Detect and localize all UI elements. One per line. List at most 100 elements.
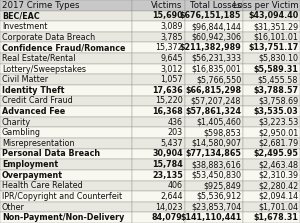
- Bar: [132, 11, 184, 21]
- Text: Charity: Charity: [2, 118, 31, 127]
- Text: $5,536,912: $5,536,912: [196, 192, 241, 201]
- Bar: [0, 149, 132, 159]
- Text: $3,758.69: $3,758.69: [258, 96, 298, 105]
- Text: 3,089: 3,089: [160, 22, 183, 31]
- Text: 15,220: 15,220: [155, 96, 183, 105]
- Bar: [243, 149, 300, 159]
- Text: 436: 436: [168, 118, 183, 127]
- Bar: [184, 181, 243, 191]
- Text: Credit Card Fraud: Credit Card Fraud: [2, 96, 73, 105]
- Bar: [0, 159, 132, 170]
- Text: Advanced Fee: Advanced Fee: [2, 107, 65, 116]
- Text: 2017 Crime Types: 2017 Crime Types: [2, 1, 79, 10]
- Bar: [132, 0, 184, 11]
- Bar: [132, 53, 184, 64]
- Bar: [243, 96, 300, 106]
- Bar: [184, 42, 243, 53]
- Text: $2,280.42: $2,280.42: [258, 181, 298, 190]
- Bar: [132, 32, 184, 42]
- Bar: [132, 127, 184, 138]
- Bar: [0, 181, 132, 191]
- Text: $23,853,704: $23,853,704: [191, 202, 241, 212]
- Text: $57,861,324: $57,861,324: [185, 107, 241, 116]
- Text: 1,057: 1,057: [160, 75, 183, 84]
- Bar: [132, 149, 184, 159]
- Bar: [243, 0, 300, 11]
- Bar: [0, 117, 132, 127]
- Text: $141,110,441: $141,110,441: [180, 213, 241, 222]
- Bar: [0, 85, 132, 96]
- Bar: [132, 191, 184, 202]
- Text: 15,784: 15,784: [152, 160, 183, 169]
- Text: $3,788.57: $3,788.57: [253, 86, 298, 95]
- Text: 3,785: 3,785: [160, 33, 183, 42]
- Text: $57,207,248: $57,207,248: [191, 96, 241, 105]
- Bar: [132, 138, 184, 149]
- Text: 17,636: 17,636: [152, 86, 183, 95]
- Text: Corporate Data Breach: Corporate Data Breach: [2, 33, 95, 42]
- Bar: [0, 42, 132, 53]
- Bar: [243, 170, 300, 181]
- Text: $2,310.39: $2,310.39: [258, 171, 298, 180]
- Bar: [243, 117, 300, 127]
- Text: Total Losses: Total Losses: [190, 1, 241, 10]
- Bar: [0, 138, 132, 149]
- Text: $5,455.58: $5,455.58: [258, 75, 298, 84]
- Bar: [0, 106, 132, 117]
- Bar: [184, 21, 243, 32]
- Bar: [0, 64, 132, 74]
- Bar: [243, 42, 300, 53]
- Text: Health Care Related: Health Care Related: [2, 181, 82, 190]
- Bar: [184, 138, 243, 149]
- Bar: [184, 74, 243, 85]
- Bar: [132, 117, 184, 127]
- Bar: [243, 127, 300, 138]
- Text: $66,815,298: $66,815,298: [185, 86, 241, 95]
- Bar: [132, 202, 184, 212]
- Bar: [0, 11, 132, 21]
- Text: $1,405,460: $1,405,460: [196, 118, 241, 127]
- Text: 30,904: 30,904: [152, 149, 183, 159]
- Bar: [243, 53, 300, 64]
- Text: $5,589.31: $5,589.31: [253, 64, 298, 74]
- Bar: [243, 106, 300, 117]
- Text: Overpayment: Overpayment: [2, 171, 63, 180]
- Text: 9,645: 9,645: [160, 54, 183, 63]
- Bar: [243, 74, 300, 85]
- Bar: [132, 96, 184, 106]
- Text: $2,094.14: $2,094.14: [258, 192, 298, 201]
- Bar: [184, 149, 243, 159]
- Bar: [184, 127, 243, 138]
- Text: 15,690: 15,690: [152, 11, 183, 21]
- Text: $14,580,907: $14,580,907: [191, 139, 241, 148]
- Bar: [132, 181, 184, 191]
- Text: $43,094.40: $43,094.40: [248, 11, 298, 21]
- Bar: [243, 64, 300, 74]
- Text: Real Estate/Rental: Real Estate/Rental: [2, 54, 75, 63]
- Text: Victims: Victims: [151, 1, 183, 10]
- Bar: [0, 32, 132, 42]
- Text: 2,644: 2,644: [160, 192, 183, 201]
- Text: $2,463.48: $2,463.48: [258, 160, 298, 169]
- Bar: [184, 202, 243, 212]
- Bar: [132, 64, 184, 74]
- Bar: [132, 159, 184, 170]
- Text: Non-Payment/Non-Delivery: Non-Payment/Non-Delivery: [2, 213, 124, 222]
- Bar: [184, 170, 243, 181]
- Text: $925,849: $925,849: [203, 181, 241, 190]
- Text: $16,835,001: $16,835,001: [191, 64, 241, 74]
- Text: $2,495.95: $2,495.95: [253, 149, 298, 159]
- Bar: [0, 21, 132, 32]
- Text: Lottery/Sweepstakes: Lottery/Sweepstakes: [2, 64, 86, 74]
- Text: $13,751.17: $13,751.17: [248, 43, 298, 52]
- Bar: [184, 117, 243, 127]
- Bar: [184, 191, 243, 202]
- Text: 23,135: 23,135: [152, 171, 183, 180]
- Bar: [0, 212, 132, 223]
- Bar: [243, 138, 300, 149]
- Text: $77,134,865: $77,134,865: [185, 149, 241, 159]
- Text: Confidence Fraud/Romance: Confidence Fraud/Romance: [2, 43, 125, 52]
- Bar: [0, 74, 132, 85]
- Bar: [243, 181, 300, 191]
- Text: Other: Other: [2, 202, 25, 212]
